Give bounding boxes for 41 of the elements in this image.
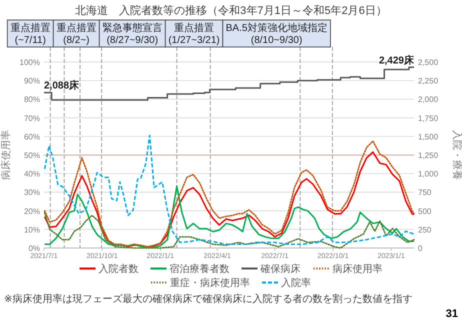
legend-label: 確保病床: [260, 263, 300, 275]
line-series: [44, 186, 415, 248]
legend-label: 入院者数: [98, 263, 138, 275]
y2-tick-label: 2,000: [418, 95, 439, 104]
ref-line-label: 緊急事態宣言(8/27~9/30): [102, 22, 162, 46]
y2-tick-label: 500: [418, 206, 432, 216]
ref-line-label: 重点措置(1/27~3/21): [168, 22, 220, 46]
y-tick-label: 70%: [24, 114, 40, 123]
ref-line-label: 重点措置(8/2~): [56, 22, 96, 46]
y-axis-title: 病床使用率: [0, 130, 12, 180]
legend-label: 病床使用率: [332, 263, 382, 275]
y2-tick-label: 1,750: [418, 114, 439, 123]
chart-title: 北海道 入院者数等の推移（令和3年7月1日～令和5年2月6日）: [75, 4, 387, 17]
y-tick-label: 30%: [24, 188, 40, 198]
y-tick-label: 0%: [28, 244, 40, 253]
y-tick-label: 60%: [24, 132, 40, 142]
data-label: 2,088床: [44, 80, 80, 92]
y2-tick-label: 0: [418, 244, 423, 253]
y-tick-label: 10%: [24, 225, 40, 234]
y2-tick-label: 1,500: [418, 132, 439, 142]
text: 31: [446, 308, 458, 320]
text: ※病床使用率は現フェーズ最大の確保病床で確保病床に入院する者の数を割った数値を指す: [4, 293, 412, 305]
y2-tick-label: 1,250: [418, 151, 439, 160]
y2-tick-label: 2,500: [418, 58, 439, 67]
line-series: [44, 212, 415, 249]
data-label: 2,429床: [378, 54, 415, 66]
y2-tick-label: 750: [418, 188, 432, 198]
legend-label: 宿泊療養者数: [170, 263, 230, 275]
y-tick-label: 20%: [24, 206, 40, 216]
y-tick-label: 80%: [24, 95, 40, 104]
legend-label: 重症・病床使用率: [170, 277, 250, 289]
legend-label: 入院率: [281, 277, 311, 289]
y-tick-label: 40%: [24, 170, 40, 179]
ref-line-label: BA.5対策強化地域指定(8/10~9/30): [226, 22, 328, 46]
ref-line-label: 重点措置(~7/11): [10, 22, 50, 46]
y2-tick-label: 250: [418, 225, 432, 234]
y-tick-label: 100%: [20, 58, 40, 67]
y2-tick-label: 2,250: [418, 76, 439, 86]
y2-tick-label: 1,000: [418, 170, 439, 179]
y-tick-label: 90%: [24, 76, 40, 86]
y-tick-label: 50%: [24, 151, 40, 160]
